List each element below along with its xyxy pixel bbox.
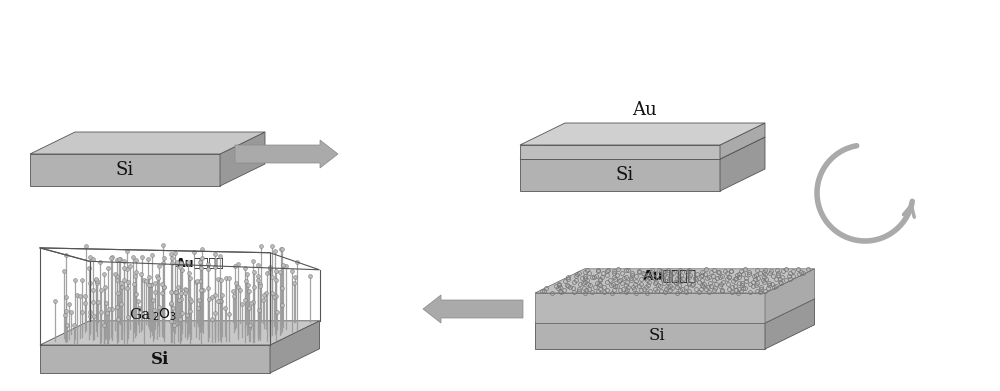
- Text: Si: Si: [116, 161, 134, 179]
- Polygon shape: [220, 132, 265, 186]
- Text: Au纳米颗粒: Au纳米颗粒: [176, 257, 224, 270]
- Polygon shape: [535, 299, 814, 323]
- Polygon shape: [40, 321, 320, 345]
- Polygon shape: [720, 137, 765, 191]
- Polygon shape: [720, 123, 765, 159]
- Polygon shape: [520, 159, 720, 191]
- Text: $_2$O$_3$: $_2$O$_3$: [152, 307, 177, 323]
- FancyArrow shape: [235, 140, 338, 168]
- Polygon shape: [520, 137, 765, 159]
- Polygon shape: [30, 132, 265, 154]
- Polygon shape: [535, 269, 814, 293]
- Text: Si: Si: [151, 350, 169, 368]
- Polygon shape: [765, 299, 814, 349]
- Text: Si: Si: [649, 328, 666, 344]
- Polygon shape: [765, 269, 814, 323]
- Polygon shape: [270, 321, 320, 373]
- Polygon shape: [520, 123, 765, 145]
- Polygon shape: [535, 323, 765, 349]
- Polygon shape: [535, 293, 765, 323]
- Text: Ga: Ga: [129, 308, 150, 322]
- FancyArrow shape: [423, 295, 523, 323]
- Text: Si: Si: [615, 166, 634, 184]
- Polygon shape: [40, 345, 270, 373]
- Text: Au纳米颗粒: Au纳米颗粒: [643, 268, 697, 282]
- Polygon shape: [30, 154, 220, 186]
- Polygon shape: [520, 145, 720, 159]
- Text: Au: Au: [632, 101, 657, 119]
